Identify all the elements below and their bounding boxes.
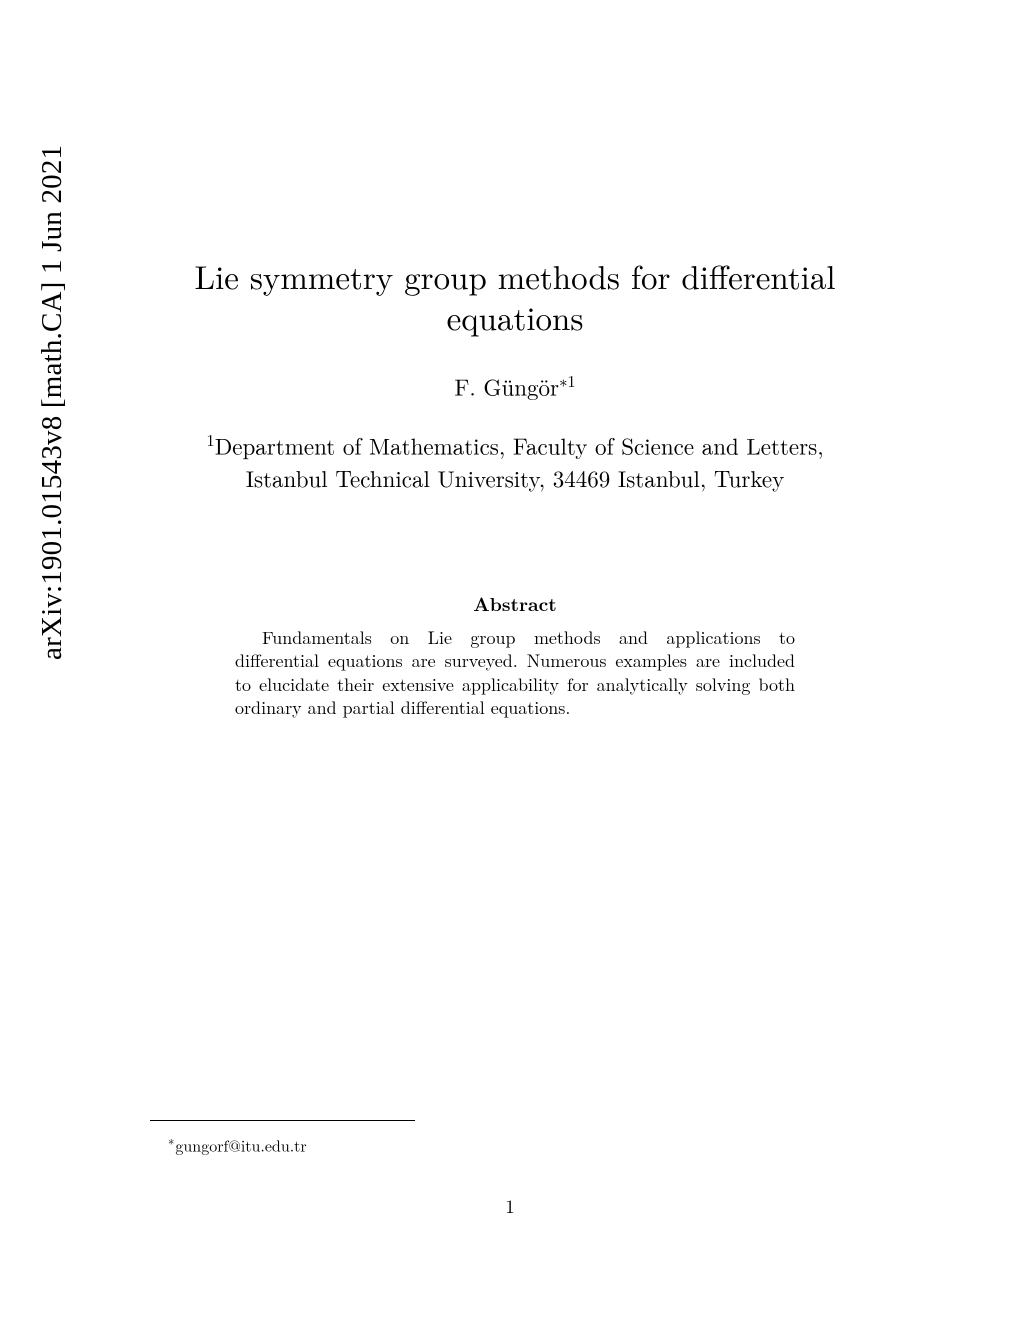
footnote-text: gungorf@itu.edu.tr (175, 1133, 306, 1156)
affiliation-line-2: Istanbul Technical University, 34469 Ist… (246, 461, 785, 494)
paper-content: Lie symmetry group methods for different… (150, 255, 880, 719)
title-line-1: Lie symmetry group methods for different… (194, 252, 835, 299)
arxiv-watermark: arXiv:1901.01543v8 [math.CA] 1 Jun 2021 (36, 145, 69, 660)
footnote-mark: ∗ (168, 1131, 174, 1149)
affil-mark: 1 (206, 427, 214, 451)
abstract-heading: Abstract (235, 589, 795, 617)
footnote: ∗gungorf@itu.edu.tr (168, 1131, 307, 1156)
paper-title: Lie symmetry group methods for different… (150, 255, 880, 338)
author-name: F. Güngör (454, 369, 559, 402)
footnote-separator (150, 1120, 415, 1121)
abstract-section: Abstract Fundamentals on Lie group metho… (235, 589, 795, 719)
affiliation-line-1: Department of Mathematics, Faculty of Sc… (215, 429, 824, 462)
title-line-2: equations (447, 293, 584, 340)
author-affil-mark: 1 (567, 368, 575, 392)
page-number: 1 (0, 1192, 1020, 1219)
affiliation-block: 1Department of Mathematics, Faculty of S… (150, 428, 880, 494)
abstract-text: Fundamentals on Lie group methods and ap… (235, 626, 795, 719)
authors-block: F. Güngör∗1 (150, 368, 880, 403)
paper-page: arXiv:1901.01543v8 [math.CA] 1 Jun 2021 … (0, 0, 1020, 1320)
